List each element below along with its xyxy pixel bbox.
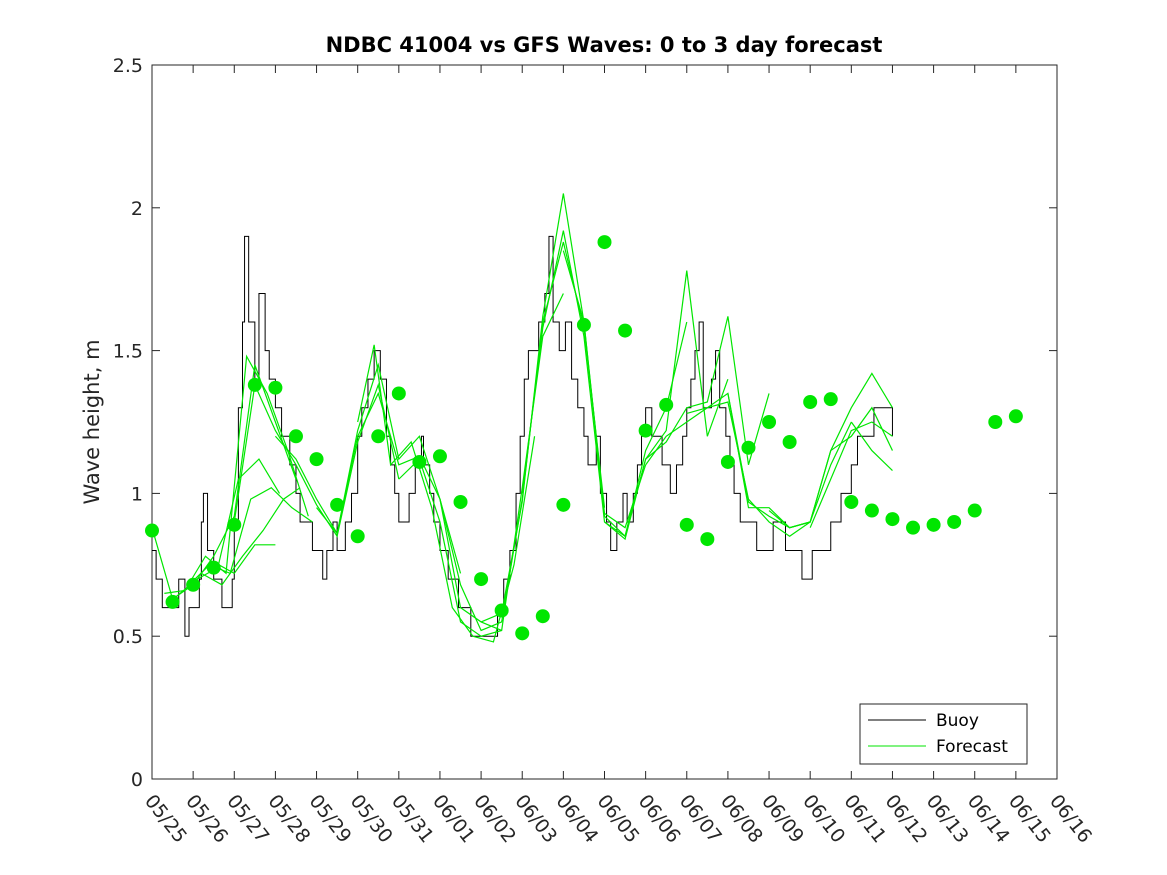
- forecast-dot: [515, 626, 530, 641]
- x-tick-label: 06/12: [881, 791, 932, 848]
- y-tick-label: 0.5: [113, 626, 143, 648]
- x-tick-label: 06/05: [593, 791, 644, 848]
- forecast-dot: [762, 415, 777, 429]
- x-tick-label: 05/27: [222, 791, 273, 848]
- forecast-run-line: [274, 391, 462, 574]
- forecast-dot: [474, 572, 489, 587]
- plot-area: [151, 64, 1058, 780]
- x-tick-label: 06/06: [634, 791, 685, 848]
- y-tick-label: 2: [131, 198, 143, 220]
- forecast-dot: [864, 503, 879, 518]
- forecast-dot: [350, 529, 365, 544]
- forecast-dot: [227, 517, 242, 532]
- forecast-dot: [947, 514, 962, 529]
- forecast-dot: [741, 440, 756, 455]
- forecast-dot: [330, 497, 345, 512]
- x-tick-label: 06/08: [716, 791, 767, 848]
- forecast-dot: [206, 560, 221, 575]
- forecast-dot: [679, 517, 694, 532]
- forecast-run-line: [809, 421, 893, 528]
- x-tick-label: 06/01: [428, 791, 479, 848]
- forecast-run-line: [201, 487, 301, 586]
- legend: Buoy Forecast: [859, 703, 1028, 765]
- forecast-dot: [618, 323, 633, 338]
- x-tick-label: 06/14: [963, 791, 1014, 848]
- x-tick-label: 05/31: [387, 791, 438, 848]
- forecast-series: [151, 193, 893, 643]
- x-tick-label: 06/15: [1004, 791, 1055, 848]
- x-tick-label: 06/07: [675, 791, 726, 848]
- forecast-run-line: [213, 544, 276, 575]
- forecast-dot: [556, 497, 571, 512]
- forecast-dot: [926, 517, 941, 532]
- forecast-dot: [432, 449, 447, 464]
- legend-forecast-label: Forecast: [936, 737, 1008, 757]
- forecast-run-line: [850, 421, 893, 471]
- forecast-dot: [165, 594, 180, 609]
- x-tick-label: 05/29: [305, 791, 356, 848]
- forecast-dot: [782, 434, 797, 449]
- forecast-dot: [288, 429, 303, 444]
- forecast-dot: [268, 380, 283, 395]
- forecast-run-line: [316, 362, 502, 632]
- y-axis-label: Wave height, m: [80, 339, 104, 504]
- forecast-run-line: [686, 401, 852, 537]
- x-tick-label: 05/25: [140, 791, 191, 848]
- x-tick-label: 06/09: [757, 791, 808, 848]
- forecast-dot: [186, 577, 201, 592]
- forecast-dot: [638, 423, 653, 438]
- x-tick-label: 06/16: [1045, 791, 1096, 848]
- forecast-dot: [720, 454, 735, 469]
- forecast-dot: [494, 603, 509, 618]
- forecast-dot: [803, 395, 818, 410]
- y-tick-label: 1.5: [113, 341, 143, 363]
- forecast-dot: [576, 317, 591, 332]
- forecast-dot: [412, 454, 427, 469]
- x-tick-label: 06/02: [469, 791, 520, 848]
- x-tick-label: 06/10: [798, 791, 849, 848]
- x-tick-label: 06/13: [922, 791, 973, 848]
- forecast-dot: [145, 523, 159, 538]
- x-tick-label: 06/11: [839, 791, 890, 848]
- x-tick-label: 05/26: [181, 791, 232, 848]
- y-tick-label: 0: [131, 769, 143, 791]
- chart-title: NDBC 41004 vs GFS Waves: 0 to 3 day fore…: [326, 33, 883, 57]
- forecast-dot: [535, 609, 550, 624]
- forecast-dot: [371, 429, 386, 444]
- legend-buoy-label: Buoy: [936, 711, 979, 731]
- forecast-dot: [453, 494, 468, 509]
- y-tick-label: 1: [131, 483, 143, 505]
- y-axis: 0 0.5 1 1.5 2 2.5: [113, 55, 1057, 791]
- forecast-dot: [988, 415, 1003, 429]
- forecast-dot: [967, 503, 982, 518]
- y-tick-label: 2.5: [113, 55, 143, 77]
- forecast-run-line: [604, 316, 770, 541]
- forecast-dot: [906, 520, 921, 535]
- forecast-run-line: [480, 193, 647, 623]
- x-tick-label: 05/28: [263, 791, 314, 848]
- forecast-dot: [885, 512, 900, 527]
- forecast-dot: [597, 235, 612, 250]
- forecast-dot: [247, 377, 262, 392]
- forecast-dot: [1008, 409, 1023, 424]
- x-tick-label: 06/04: [551, 791, 602, 848]
- forecast-dots: [145, 235, 1023, 641]
- forecast-dot: [823, 392, 838, 407]
- forecast-run-line: [233, 382, 400, 538]
- x-tick-label: 05/30: [346, 791, 397, 848]
- forecast-dot: [659, 397, 674, 412]
- forecast-dot: [391, 386, 406, 401]
- forecast-dot: [844, 494, 859, 509]
- forecast-dot: [309, 452, 324, 467]
- forecast-dot: [700, 532, 715, 547]
- legend-box: [859, 703, 1028, 765]
- forecast-run-line: [768, 406, 893, 529]
- x-tick-label: 06/03: [510, 791, 561, 848]
